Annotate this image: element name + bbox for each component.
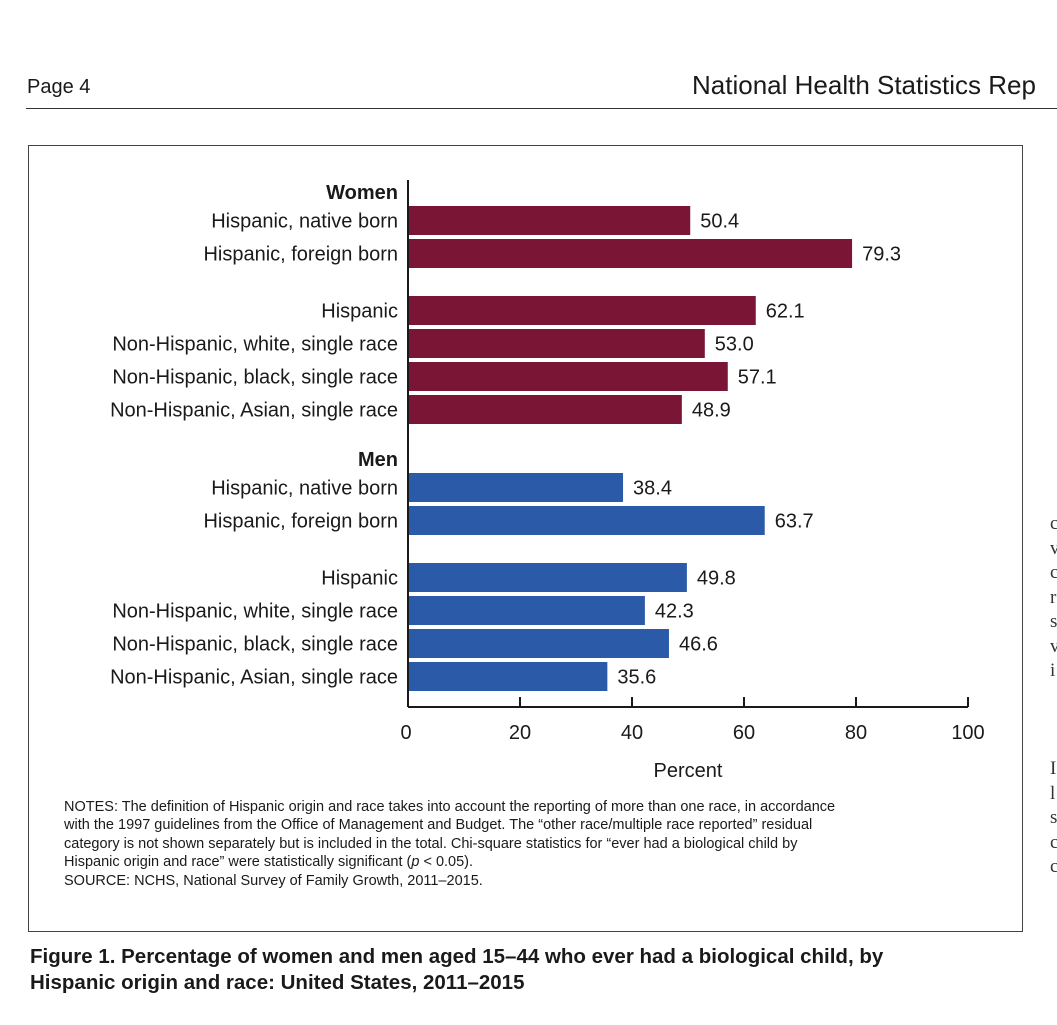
cut-text-line: I xyxy=(1050,758,1057,779)
data-label: 53.0 xyxy=(715,334,754,356)
bar-women xyxy=(409,239,853,268)
bar-men xyxy=(409,596,645,625)
bar-men xyxy=(409,473,624,502)
source-line: SOURCE: NCHS, National Survey of Family … xyxy=(64,872,483,889)
category-label: Non-Hispanic, white, single race xyxy=(112,334,398,356)
cut-text-line: s xyxy=(1050,807,1057,828)
report-series-title: National Health Statistics Rep xyxy=(692,70,1036,100)
data-label: 62.1 xyxy=(766,301,805,323)
group-heading-men: Men xyxy=(358,449,398,471)
cut-text-line xyxy=(1050,684,1057,709)
data-label: 48.9 xyxy=(692,400,731,422)
x-tick-label: 0 xyxy=(400,722,411,744)
x-tick-label: 20 xyxy=(509,722,531,744)
category-label: Hispanic, native born xyxy=(211,478,398,500)
caption-line-1: Figure 1. Percentage of women and men ag… xyxy=(30,945,884,968)
figure-caption: Figure 1. Percentage of women and men ag… xyxy=(30,944,1020,996)
cut-text-line xyxy=(1050,708,1057,733)
x-tick-label: 80 xyxy=(845,722,867,744)
x-tick-label: 100 xyxy=(951,722,984,744)
data-label: 49.8 xyxy=(697,568,736,590)
cut-text-line: v xyxy=(1050,635,1057,657)
cut-text-line: v xyxy=(1050,537,1057,559)
data-label: 79.3 xyxy=(862,244,901,266)
bar-chart: Women Hispanic, native born 50.4 Hispanic, … xyxy=(110,180,985,782)
x-tick-label: 40 xyxy=(621,722,643,744)
cut-text-line: c xyxy=(1050,856,1057,877)
cut-text-line: c xyxy=(1050,562,1057,583)
bar-women xyxy=(409,329,705,358)
notes-line: Hispanic origin and race” were statistic… xyxy=(64,854,474,871)
category-label: Hispanic xyxy=(321,568,398,590)
caption-line-2: Hispanic origin and race: United States,… xyxy=(30,971,525,994)
bar-women xyxy=(409,296,756,325)
category-label: Hispanic, foreign born xyxy=(203,244,398,266)
cut-text-line: l xyxy=(1050,782,1056,804)
page-number: Page 4 xyxy=(27,76,91,98)
bar-men xyxy=(409,506,765,535)
category-label: Hispanic, native born xyxy=(211,211,398,233)
cut-text-line: r xyxy=(1050,586,1057,608)
category-label: Hispanic, foreign born xyxy=(203,511,398,533)
cut-text-line: c xyxy=(1050,831,1057,853)
cut-text-line: s xyxy=(1050,611,1057,632)
cut-text-line xyxy=(1050,733,1057,758)
data-label: 42.3 xyxy=(655,601,694,623)
group-heading-women: Women xyxy=(326,182,398,204)
category-label: Hispanic xyxy=(321,301,398,323)
header-rule xyxy=(26,108,1057,109)
figure-notes: NOTES: The definition of Hispanic origin… xyxy=(64,798,994,890)
data-label: 50.4 xyxy=(700,211,739,233)
data-label: 46.6 xyxy=(679,634,718,656)
data-label: 38.4 xyxy=(633,478,672,500)
cut-text-line: c xyxy=(1050,513,1057,534)
category-label: Non-Hispanic, black, single race xyxy=(112,367,398,389)
bar-men xyxy=(409,563,687,592)
bar-men xyxy=(409,629,669,658)
notes-line: category is not shown separately but is … xyxy=(64,835,798,852)
data-label: 35.6 xyxy=(617,667,656,689)
data-label: 57.1 xyxy=(738,367,777,389)
cut-text-line: i xyxy=(1050,660,1056,681)
bar-women xyxy=(409,206,691,235)
data-label: 63.7 xyxy=(775,511,814,533)
category-label: Non-Hispanic, Asian, single race xyxy=(110,667,398,689)
x-tick-label: 60 xyxy=(733,722,755,744)
category-label: Non-Hispanic, Asian, single race xyxy=(110,400,398,422)
x-axis-label: Percent xyxy=(654,760,723,782)
notes-line: NOTES: The definition of Hispanic origin… xyxy=(64,799,836,815)
bar-women xyxy=(409,362,728,391)
bar-women xyxy=(409,395,682,424)
figure-frame xyxy=(28,145,1023,932)
category-label: Non-Hispanic, black, single race xyxy=(112,634,398,656)
notes-line: with the 1997 guidelines from the Office… xyxy=(64,817,813,834)
bar-men xyxy=(409,662,608,691)
category-label: Non-Hispanic, white, single race xyxy=(112,601,398,623)
